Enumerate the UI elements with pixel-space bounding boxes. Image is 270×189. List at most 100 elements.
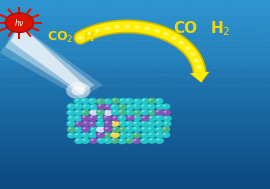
Circle shape <box>132 115 141 121</box>
Circle shape <box>105 105 113 111</box>
Circle shape <box>81 132 90 138</box>
Bar <box>0 72 270 76</box>
Text: CO: CO <box>173 21 197 36</box>
Circle shape <box>140 138 149 144</box>
Circle shape <box>164 116 167 119</box>
Circle shape <box>5 13 33 33</box>
Circle shape <box>134 110 142 116</box>
Circle shape <box>90 139 93 141</box>
Circle shape <box>84 122 86 124</box>
Circle shape <box>75 104 83 110</box>
Circle shape <box>126 110 134 116</box>
Circle shape <box>80 109 90 116</box>
Bar <box>0 161 270 164</box>
Circle shape <box>134 105 137 107</box>
Circle shape <box>74 121 83 127</box>
Circle shape <box>98 116 101 118</box>
Circle shape <box>69 133 72 135</box>
Circle shape <box>119 127 128 133</box>
Circle shape <box>141 121 149 127</box>
Circle shape <box>111 98 120 104</box>
Circle shape <box>119 116 127 122</box>
Circle shape <box>126 98 134 104</box>
Circle shape <box>120 133 128 139</box>
Circle shape <box>75 98 83 104</box>
Circle shape <box>90 116 93 118</box>
Circle shape <box>140 109 149 115</box>
Circle shape <box>88 98 97 104</box>
Circle shape <box>178 41 184 45</box>
Circle shape <box>89 138 98 144</box>
Circle shape <box>112 139 115 141</box>
Circle shape <box>124 25 130 28</box>
Circle shape <box>119 105 122 107</box>
Circle shape <box>125 104 134 110</box>
Circle shape <box>104 120 113 127</box>
Circle shape <box>126 115 135 121</box>
Circle shape <box>106 105 109 107</box>
Circle shape <box>67 103 76 110</box>
Circle shape <box>74 126 83 133</box>
Circle shape <box>110 120 120 127</box>
Circle shape <box>74 138 83 144</box>
Circle shape <box>105 99 108 101</box>
Text: $h\nu$: $h\nu$ <box>14 17 25 28</box>
Circle shape <box>120 133 123 135</box>
Circle shape <box>141 116 150 122</box>
Circle shape <box>134 116 137 118</box>
Circle shape <box>68 105 71 107</box>
Bar <box>0 9 270 13</box>
Circle shape <box>141 105 144 107</box>
Bar <box>0 126 270 129</box>
Circle shape <box>75 104 78 106</box>
Polygon shape <box>191 72 208 82</box>
Circle shape <box>90 122 93 124</box>
Circle shape <box>142 116 145 118</box>
Circle shape <box>67 126 76 133</box>
Circle shape <box>147 98 156 104</box>
Circle shape <box>105 133 108 135</box>
Circle shape <box>66 82 90 99</box>
Circle shape <box>89 109 99 116</box>
Circle shape <box>141 99 150 105</box>
Circle shape <box>144 26 150 30</box>
Polygon shape <box>11 25 86 93</box>
Circle shape <box>105 127 108 129</box>
Circle shape <box>104 121 113 127</box>
Circle shape <box>148 115 157 122</box>
Circle shape <box>113 128 116 130</box>
Circle shape <box>112 99 115 101</box>
Circle shape <box>76 122 79 124</box>
Circle shape <box>156 115 164 121</box>
Circle shape <box>161 126 170 132</box>
Circle shape <box>82 98 90 105</box>
Circle shape <box>126 122 129 124</box>
Circle shape <box>141 139 144 141</box>
Circle shape <box>74 132 83 139</box>
Circle shape <box>117 115 127 121</box>
Circle shape <box>156 99 164 105</box>
Circle shape <box>118 104 127 110</box>
Circle shape <box>148 132 157 138</box>
Circle shape <box>97 122 100 124</box>
Circle shape <box>147 121 156 127</box>
Circle shape <box>185 46 190 50</box>
Circle shape <box>155 104 164 110</box>
Circle shape <box>156 127 164 133</box>
Circle shape <box>82 111 85 113</box>
Circle shape <box>147 137 157 144</box>
Circle shape <box>163 115 172 122</box>
Circle shape <box>132 103 141 110</box>
Circle shape <box>156 110 164 116</box>
Circle shape <box>164 111 167 113</box>
Circle shape <box>82 120 91 127</box>
Circle shape <box>163 104 171 110</box>
Circle shape <box>112 127 121 133</box>
Bar <box>0 25 270 28</box>
Circle shape <box>83 127 86 129</box>
Circle shape <box>68 111 71 113</box>
Bar <box>0 19 270 22</box>
Circle shape <box>67 121 76 127</box>
Bar <box>0 88 270 91</box>
Circle shape <box>133 116 142 122</box>
